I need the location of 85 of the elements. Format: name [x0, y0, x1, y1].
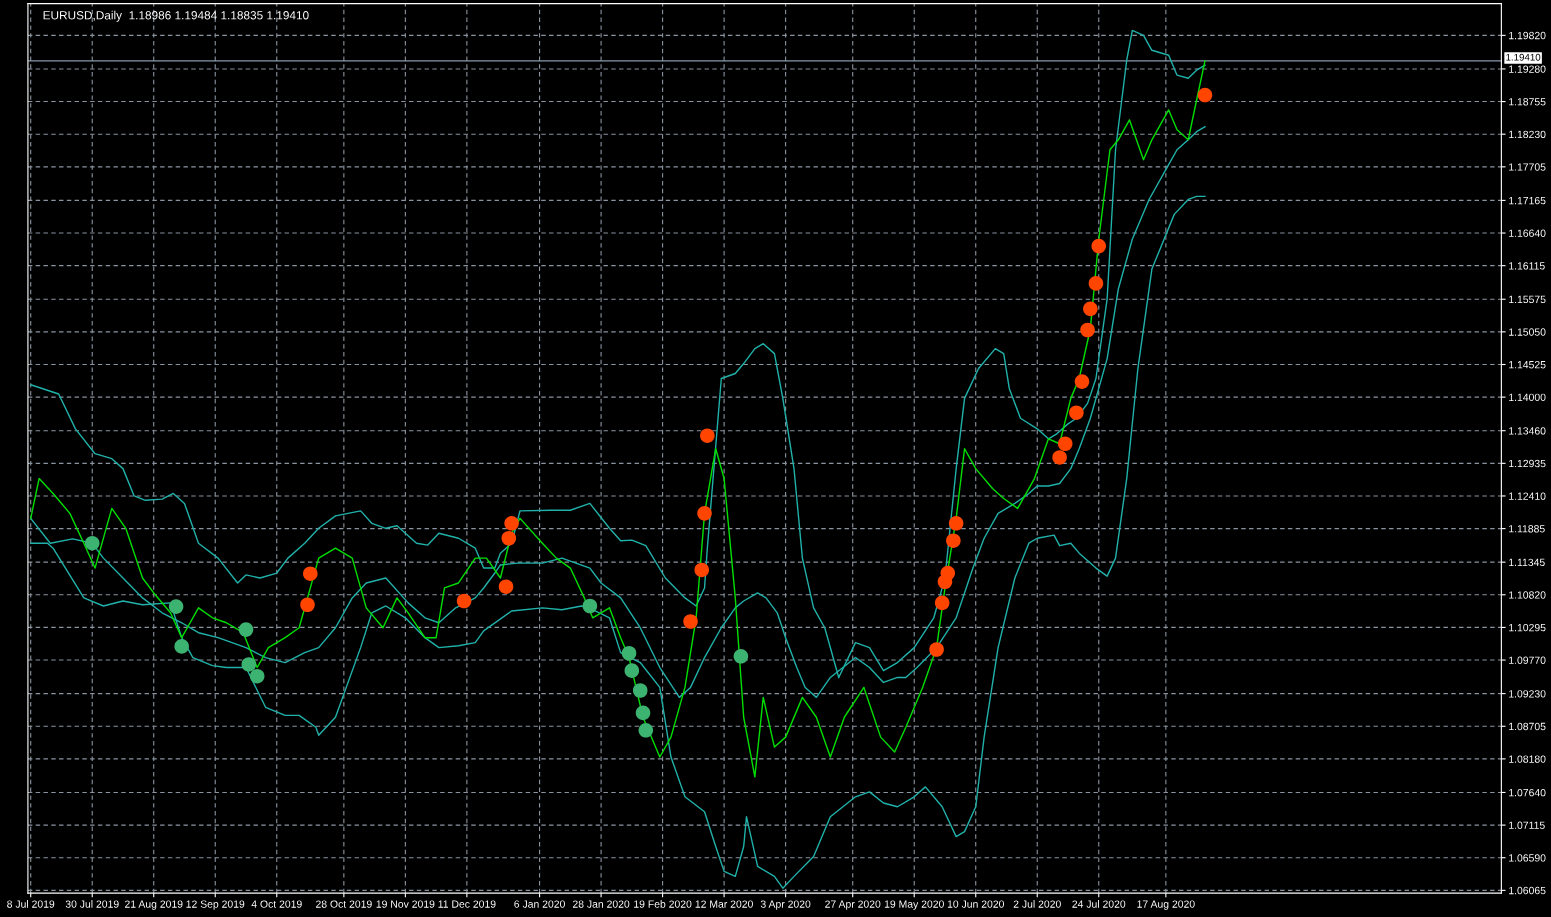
point	[1074, 374, 1090, 389]
point	[498, 579, 514, 594]
point	[238, 622, 254, 637]
point	[694, 562, 710, 578]
y-tick-label: 1.13460	[1509, 427, 1546, 435]
x-tick-label: 6 Jan 2020	[514, 900, 565, 908]
point	[700, 428, 715, 443]
point	[948, 516, 964, 531]
x-tick-label: 28 Jan 2020	[572, 900, 630, 908]
point	[638, 723, 654, 738]
y-tick-label: 1.15575	[1509, 295, 1546, 304]
point	[632, 683, 648, 698]
point	[456, 593, 472, 609]
y-tick-label: 1.10820	[1509, 591, 1546, 599]
point	[940, 565, 956, 581]
x-tick-label: 3 Apr 2020	[760, 900, 811, 910]
point	[582, 598, 598, 614]
point	[1052, 450, 1067, 465]
y-tick-label: 1.07115	[1509, 821, 1545, 829]
ref-line-label: 1.19410	[1506, 53, 1541, 61]
y-tick-label: 1.11345	[1509, 558, 1545, 567]
x-tick-label: 11 Dec 2019	[438, 900, 496, 908]
point	[249, 668, 265, 684]
y-tick-label: 1.06590	[1509, 854, 1546, 862]
y-tick-label: 1.17705	[1509, 163, 1546, 171]
point	[683, 614, 698, 629]
point	[929, 642, 944, 657]
x-tick-label: 17 Aug 2020	[1137, 900, 1195, 910]
x-tick-label: 19 May 2020	[884, 900, 944, 910]
y-tick-label: 1.18230	[1509, 130, 1546, 139]
y-tick-label: 1.09230	[1509, 690, 1546, 698]
y-tick-label: 1.16115	[1509, 262, 1545, 270]
x-tick-label: 2 Jul 2020	[1013, 900, 1061, 908]
point	[1091, 238, 1107, 254]
y-tick-label: 1.19820	[1509, 31, 1546, 40]
point	[624, 663, 640, 678]
y-tick-label: 1.18755	[1509, 98, 1546, 106]
y-tick-label: 1.16640	[1509, 229, 1546, 237]
x-tick-label: 12 Mar 2020	[695, 900, 753, 908]
x-tick-label: 24 Jul 2020	[1072, 900, 1126, 908]
point	[303, 566, 318, 581]
point	[84, 535, 100, 551]
y-tick-label: 1.07640	[1509, 788, 1546, 797]
x-tick-label: 4 Oct 2019	[251, 900, 302, 908]
y-tick-label: 1.17165	[1509, 196, 1546, 205]
point	[168, 599, 184, 614]
point	[1080, 322, 1095, 338]
x-tick-label: 12 Sep 2019	[186, 900, 245, 910]
y-tick-label: 1.12935	[1509, 459, 1546, 468]
y-tick-label: 1.14525	[1509, 361, 1546, 369]
point	[241, 657, 257, 672]
y-tick-label: 1.15050	[1509, 328, 1546, 336]
y-tick-label: 1.12410	[1509, 492, 1546, 500]
point	[1083, 301, 1098, 317]
x-tick-label: 8 Jul 2019	[7, 900, 55, 908]
point	[934, 595, 950, 611]
y-tick-label: 1.08705	[1509, 722, 1546, 731]
y-tick-label: 1.06065	[1509, 886, 1546, 895]
point	[635, 705, 651, 721]
y-tick-label: 1.09770	[1509, 656, 1546, 664]
point	[300, 597, 315, 613]
y-tick-label: 1.08180	[1509, 755, 1546, 763]
x-tick-label: 19 Feb 2020	[634, 900, 692, 908]
point	[174, 639, 189, 654]
point	[501, 530, 517, 546]
point	[733, 649, 749, 664]
point	[697, 506, 712, 521]
point	[504, 516, 519, 531]
point	[1088, 276, 1104, 291]
point	[621, 645, 637, 661]
point	[1057, 436, 1073, 452]
point	[1197, 87, 1213, 103]
x-tick-label: 27 Apr 2020	[825, 900, 881, 910]
x-tick-label: 19 Nov 2019	[376, 900, 435, 908]
y-tick-label: 1.19280	[1509, 65, 1546, 73]
x-tick-label: 30 Jul 2019	[65, 900, 119, 908]
x-tick-label: 10 Jun 2020	[947, 900, 1004, 908]
y-tick-label: 1.10295	[1509, 623, 1546, 632]
text: EURUSD,Daily 1.18986 1.19484 1.18835 1.19410	[43, 10, 309, 22]
x-tick-label: 28 Oct 2019	[316, 900, 372, 908]
y-tick-label: 1.14000	[1509, 393, 1546, 402]
y-tick-label: 1.11885	[1509, 525, 1545, 533]
point	[1069, 405, 1084, 420]
x-tick-label: 21 Aug 2019	[125, 900, 183, 910]
point	[946, 533, 961, 548]
